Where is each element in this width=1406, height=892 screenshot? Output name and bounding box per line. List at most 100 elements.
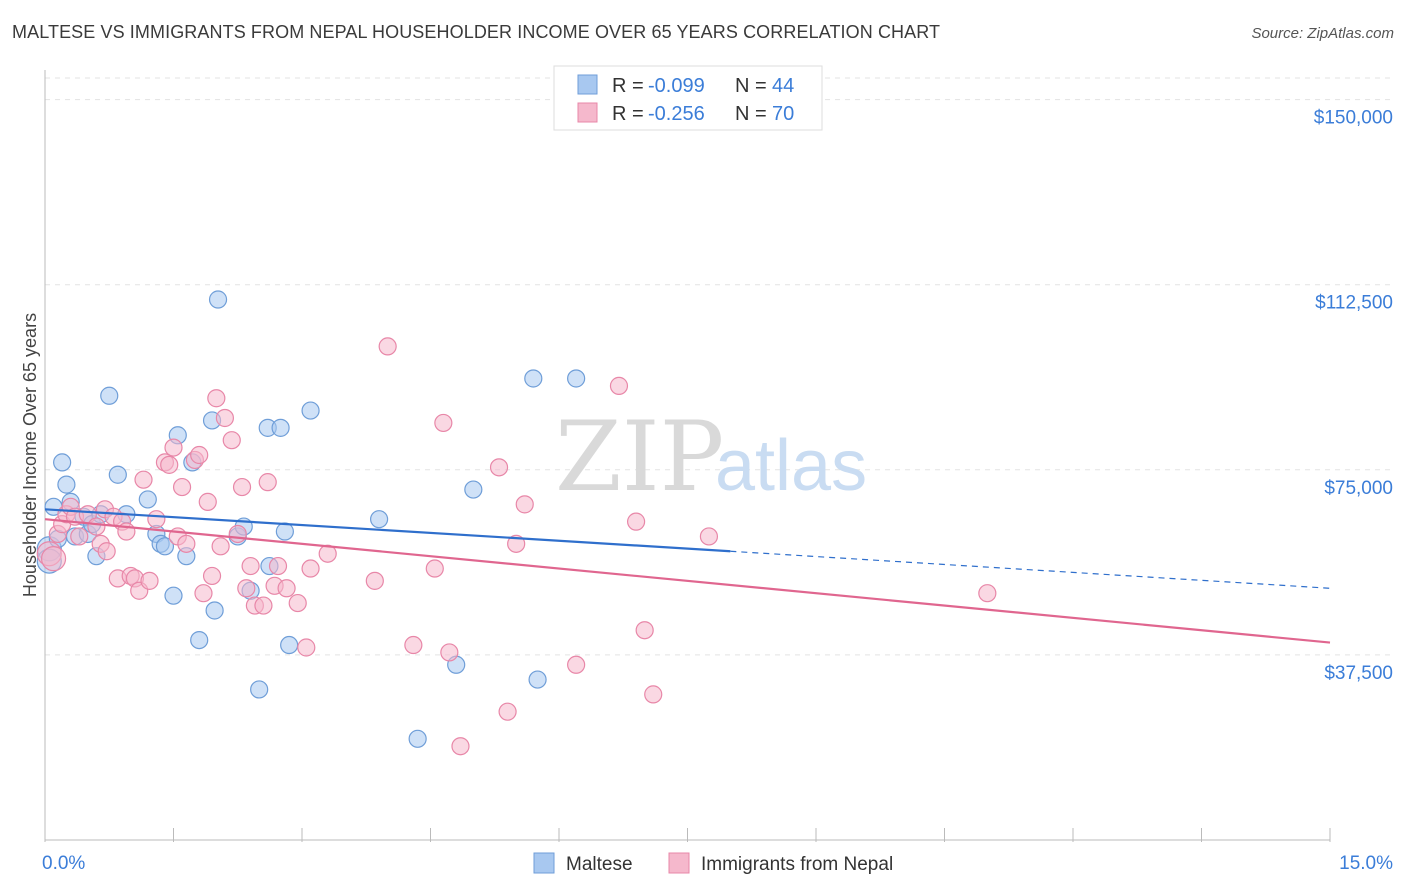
legend-r-value: -0.099 [648,75,705,97]
scatter-points [36,290,997,756]
point-nepal [172,477,192,497]
point-maltese [250,680,269,699]
x-tick-labels: 0.0% 15.0% [42,853,1393,874]
point-nepal [190,445,209,465]
point-maltese [271,418,290,437]
axes [44,70,1331,842]
point-nepal [40,546,67,572]
point-nepal [194,584,213,603]
point-nepal [644,685,663,704]
trend-line-nepal [44,518,1331,644]
point-maltese [275,522,294,541]
point-nepal [207,389,226,408]
x-tick-label: 15.0% [1339,853,1393,874]
legend-n-value: 44 [772,75,794,97]
point-maltese [370,510,389,529]
point-nepal [404,635,423,655]
point-nepal [440,643,459,662]
point-nepal [301,559,320,578]
point-nepal [507,534,526,553]
point-maltese [190,630,209,650]
point-nepal [202,566,222,586]
point-nepal [635,621,654,640]
point-nepal [288,593,307,613]
legend-swatch-maltese [533,852,555,874]
point-maltese [138,490,157,509]
point-maltese [53,453,72,472]
trend-lines [44,508,1331,644]
series-legend: Maltese Immigrants from Nepal [533,852,893,875]
point-maltese [205,601,224,620]
point-nepal [699,527,719,546]
point-nepal [222,431,241,450]
x-tick-label: 0.0% [42,853,85,874]
point-nepal [277,579,296,598]
point-nepal [434,413,453,433]
point-nepal [228,524,247,544]
point-maltese [464,480,483,499]
point-nepal [237,579,256,598]
legend-r-label: R = [612,75,644,97]
point-nepal [215,408,234,428]
point-nepal [97,542,116,561]
point-nepal [87,517,106,536]
watermark-zip: ZIP [555,401,724,513]
point-nepal [70,527,89,546]
legend-n-value: 70 [772,103,794,125]
stats-legend-box [553,65,823,131]
point-nepal [241,556,260,576]
y-tick-label: $150,000 [1314,108,1393,129]
watermark: ZIP atlas [555,401,867,513]
point-maltese [100,386,119,405]
chart-source: Source: ZipAtlas.com [1251,25,1394,42]
legend-label-maltese: Maltese [566,854,633,875]
y-tick-labels: $37,500 $75,000 $112,500 $150,000 [1314,108,1393,684]
trend-line-maltese [44,508,731,553]
chart-title: MALTESE VS IMMIGRANTS FROM NEPAL HOUSEHO… [12,22,941,42]
legend-swatch-nepal [577,102,598,123]
point-nepal [268,556,288,576]
point-nepal [232,477,252,497]
legend-label-nepal: Immigrants from Nepal [701,854,893,875]
point-nepal [378,337,397,356]
point-nepal [177,534,196,553]
point-maltese [164,586,183,605]
point-nepal [978,584,997,603]
point-maltese [301,401,320,420]
point-nepal [626,512,646,531]
point-nepal [489,458,509,477]
point-maltese [408,729,427,748]
point-nepal [297,638,316,657]
y-axis-label: Householder Income Over 65 years [20,313,40,597]
legend-r-value: -0.256 [648,103,705,125]
point-maltese [208,290,228,309]
point-maltese [524,369,543,388]
y-tick-label: $75,000 [1324,478,1393,499]
point-maltese [528,670,547,689]
point-maltese [567,369,586,388]
point-nepal [160,455,179,474]
point-nepal [258,473,277,492]
legend-r-label: R = [612,103,644,125]
point-nepal [365,571,384,590]
legend-n-label: N = [735,75,767,97]
point-nepal [140,571,159,590]
point-maltese [280,635,299,655]
legend-swatch-maltese [577,74,598,95]
point-nepal [425,559,444,578]
point-nepal [147,510,166,529]
point-maltese [108,465,127,484]
point-nepal [609,376,629,395]
stats-legend: R = -0.099 N = 44 R = -0.256 N = 70 [553,65,823,131]
watermark-atlas: atlas [715,426,867,506]
point-nepal [164,438,183,457]
point-nepal [515,495,534,514]
point-nepal [134,470,153,489]
point-maltese [155,537,175,556]
point-maltese [57,475,76,494]
trend-line-maltese-extension [730,550,1331,589]
y-tick-label: $112,500 [1315,293,1393,314]
point-nepal [451,737,470,756]
point-nepal [211,537,230,556]
